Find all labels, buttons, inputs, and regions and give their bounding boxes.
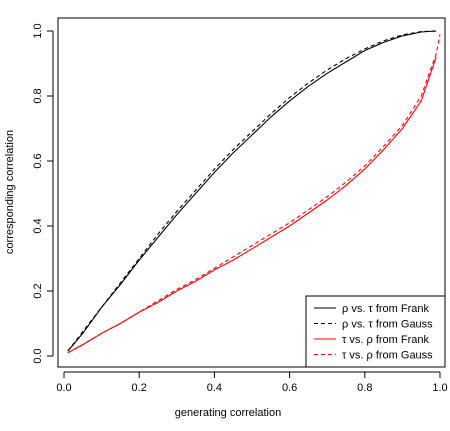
x-tick-label: 0.0 — [56, 382, 71, 394]
axes: 0.0 0.2 0.4 0.6 0.8 1.0 0.0 0.2 0.4 0.6 0.8 1.0 — [32, 23, 448, 394]
series-layer — [67, 30, 441, 354]
series-line-2 — [67, 30, 437, 352]
x-axis-title: generating correlation — [175, 407, 281, 419]
x-tick-label: 0.2 — [132, 382, 147, 394]
y-tick-label: 0.2 — [32, 283, 44, 298]
x-tick-label: 0.4 — [207, 382, 222, 394]
series-line-4 — [67, 34, 441, 354]
legend-label-2: ρ vs. τ from Gauss — [342, 319, 433, 331]
x-tick-label: 0.8 — [357, 382, 372, 394]
legend-label-3: τ vs. ρ from Frank — [342, 334, 430, 346]
y-tick-label: 0.6 — [32, 153, 44, 168]
x-tick-label: 1.0 — [432, 382, 447, 394]
y-axis-title: corresponding correlation — [4, 130, 16, 254]
legend: ρ vs. τ from Frank ρ vs. τ from Gauss τ vs… — [305, 295, 446, 368]
y-tick-label: 0.8 — [32, 88, 44, 103]
legend-label-1: ρ vs. τ from Frank — [342, 303, 430, 315]
legend-label-4: τ vs. ρ from Gauss — [342, 350, 433, 362]
y-tick-label: 1.0 — [32, 23, 44, 38]
series-line-1 — [67, 30, 437, 352]
y-tick-label: 0.0 — [32, 348, 44, 363]
series-line-3 — [67, 56, 437, 354]
y-tick-label: 0.4 — [32, 218, 44, 233]
x-tick-label: 0.6 — [282, 382, 297, 394]
plot-frame — [57, 17, 446, 368]
